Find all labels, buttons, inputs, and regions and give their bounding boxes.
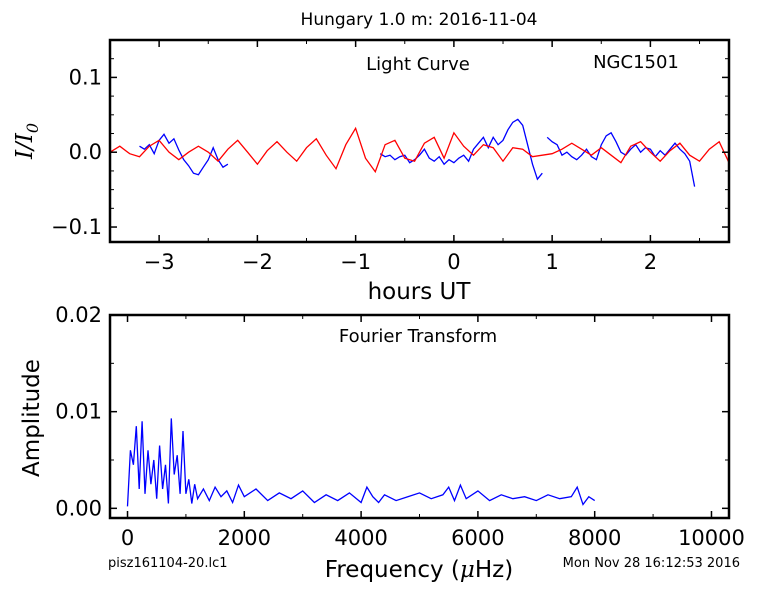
- x-label-unit: Hz): [475, 557, 513, 583]
- light-curve-y-label-subscript: 0: [23, 123, 42, 133]
- light-curve-object-label: NGC1501: [593, 52, 679, 73]
- light-curve-y-tick-label: 0.1: [69, 65, 102, 89]
- fourier-transform-y-label: Amplitude: [19, 359, 45, 477]
- figure-suptitle: Hungary 1.0 m: 2016-11-04: [301, 10, 538, 30]
- x-label-text: Frequency (: [325, 557, 460, 583]
- light-curve-x-tick-label: 0: [447, 250, 460, 274]
- fourier-transform-series-0-segment-0: [126, 418, 596, 507]
- x-label-mu: μ: [460, 557, 475, 583]
- light-curve-x-tick-label: 1: [545, 250, 558, 274]
- fourier-transform-x-ticks: 0 2000 4000 6000 8000 10000: [121, 315, 745, 550]
- light-curve-x-tick-label: −2: [242, 250, 273, 274]
- fourier-transform-y-tick-label: 0.02: [55, 303, 102, 327]
- light-curve-x-label: hours UT: [368, 279, 472, 305]
- fourier-transform-x-tick-label: 8000: [568, 526, 621, 550]
- footer-timestamp: Mon Nov 28 16:12:53 2016: [563, 556, 740, 571]
- light-curve-title: Light Curve: [366, 54, 470, 75]
- fourier-transform-x-label: Frequency (μHz): [325, 557, 513, 583]
- light-curve-series-1-segment-0: [109, 126, 730, 174]
- light-curve-y-tick-label: −0.1: [51, 215, 102, 239]
- fourier-transform-plot-area: [126, 418, 596, 507]
- fourier-transform-x-tick-label: 6000: [451, 526, 504, 550]
- light-curve-panel: Light Curve NGC1501 −3 −2 −1 0 1 2 −0.1 0.0 0.1…: [12, 38, 731, 305]
- fourier-transform-y-tick-label: 0.00: [55, 496, 102, 520]
- light-curve-axes-frame: [108, 38, 731, 244]
- light-curve-y-ticks: −0.1 0.0 0.1: [51, 39, 729, 239]
- light-curve-y-label: I/I0: [12, 123, 42, 160]
- light-curve-plot-area: [109, 118, 730, 187]
- light-curve-series-0-segment-1: [379, 118, 543, 181]
- fourier-transform-x-tick-label: 10000: [678, 526, 745, 550]
- footer-filename: pisz161104-20.lc1: [108, 556, 227, 571]
- light-curve-x-tick-label: −1: [340, 250, 371, 274]
- light-curve-x-ticks: −3 −2 −1 0 1 2: [109, 40, 701, 274]
- fourier-transform-x-tick-label: 4000: [334, 526, 387, 550]
- light-curve-series-0-segment-2: [546, 131, 696, 187]
- fourier-transform-y-ticks: 0.00 0.01 0.02: [55, 303, 729, 520]
- light-curve-x-tick-label: 2: [644, 250, 657, 274]
- fourier-transform-x-tick-label: 0: [121, 526, 134, 550]
- light-curve-y-tick-label: 0.0: [69, 140, 102, 164]
- fourier-transform-panel: Fourier Transform 0 2000 4000 6000 8000 10000…: [19, 303, 745, 583]
- light-curve-x-tick-label: −3: [144, 250, 175, 274]
- light-curve-series-0-segment-0: [139, 133, 229, 176]
- light-curve-y-label-main: I/I: [12, 132, 38, 160]
- fourier-transform-y-tick-label: 0.01: [55, 400, 102, 424]
- fourier-transform-title: Fourier Transform: [339, 326, 497, 347]
- fourier-transform-x-tick-label: 2000: [218, 526, 271, 550]
